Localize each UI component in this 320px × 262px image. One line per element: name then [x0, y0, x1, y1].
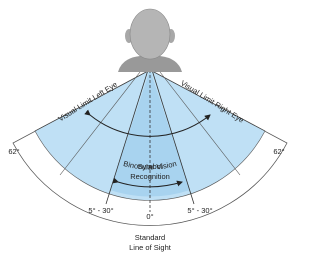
center-angle: 0°: [146, 212, 153, 221]
right-symbol-angle: 5° - 30°: [187, 206, 212, 215]
line-of-sight-label: Line of Sight: [129, 243, 172, 252]
right-outer-angle: 62°: [273, 147, 284, 156]
symbol-label: Recognition: [130, 172, 170, 181]
left-symbol-angle: 5° - 30°: [88, 206, 113, 215]
diagram: Visual Limit Left Eye Visual Limit Right…: [0, 0, 289, 262]
line-of-sight-label: Standard: [135, 233, 165, 242]
symbol-label: Symbol: [137, 162, 162, 171]
left-outer-angle: 62°: [8, 147, 19, 156]
head: [130, 9, 170, 59]
